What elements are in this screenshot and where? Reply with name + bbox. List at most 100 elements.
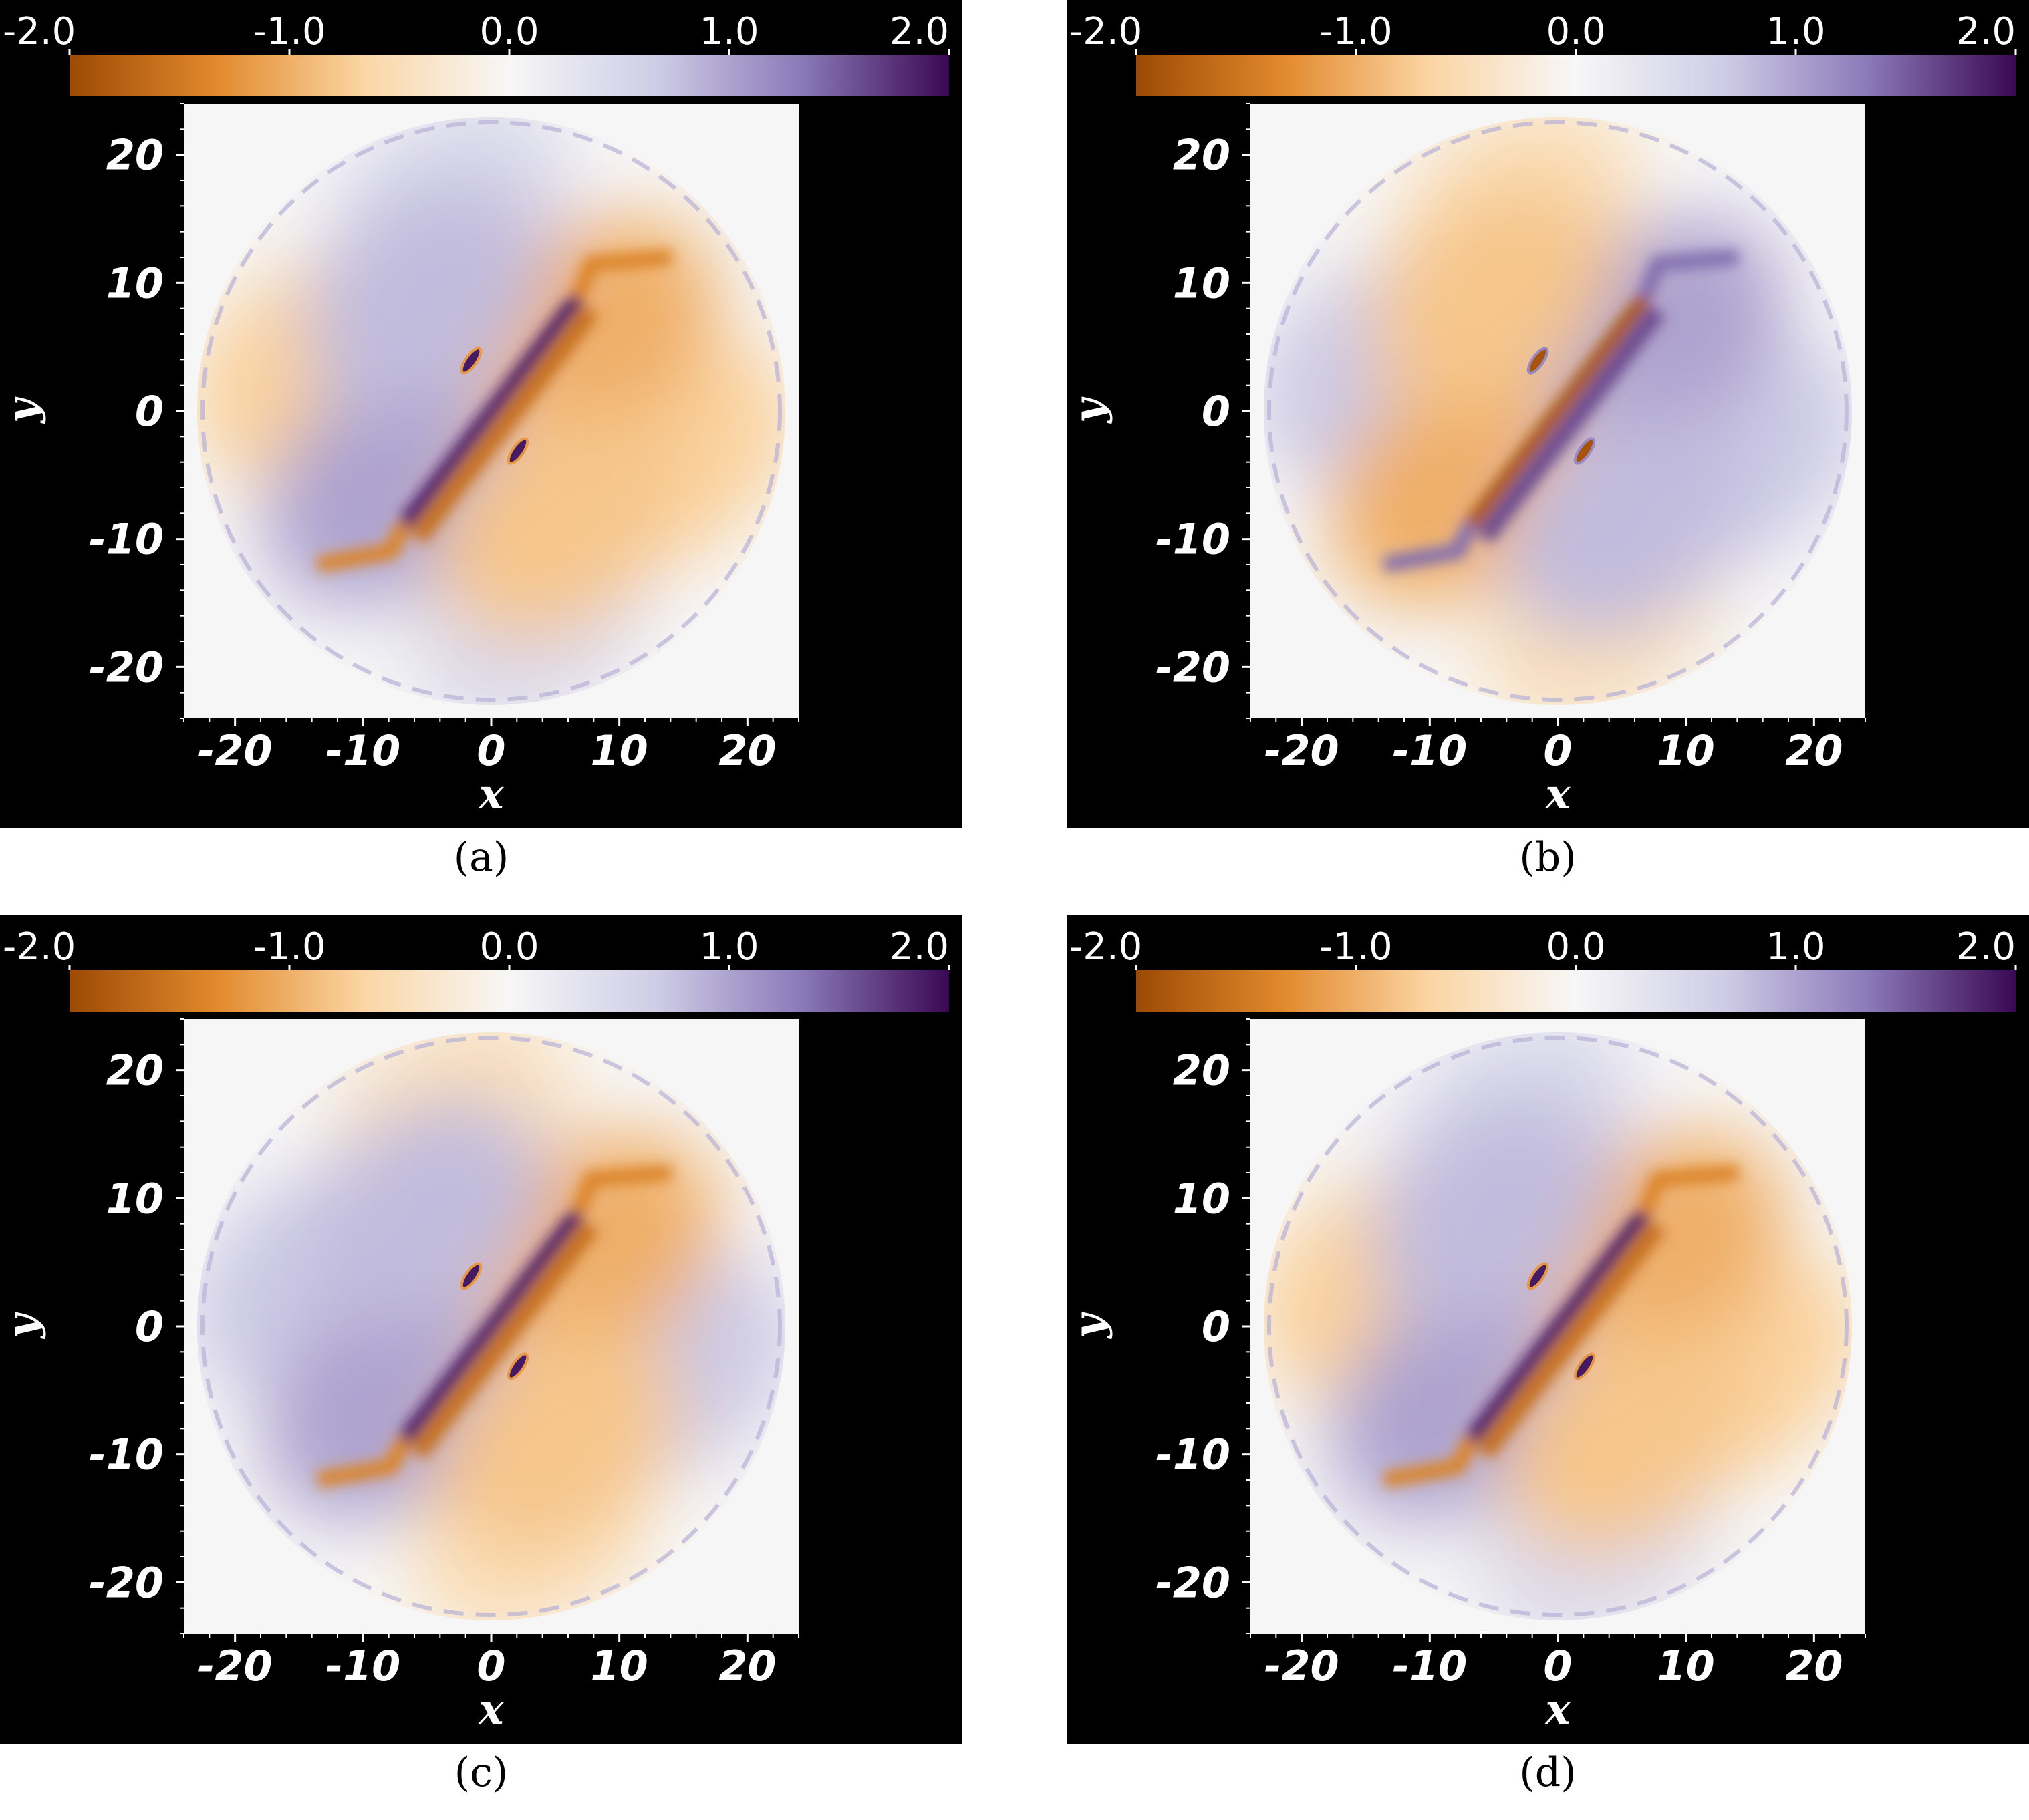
vortex-eye [460, 347, 483, 375]
shock-band [1382, 1436, 1478, 1488]
x-axis-label: x [1544, 1685, 1571, 1734]
y-tick-label: -10 [1156, 515, 1230, 564]
panel-c: -2.0 -1.0 0.0 1.0 2.0 -20 -10 0 10 20 20 10 0 -10 -20 x… [0, 915, 962, 1820]
x-tick-label: -10 [325, 1642, 400, 1690]
shock-band [1476, 305, 1666, 544]
x-tick-label: 0 [1543, 1642, 1572, 1690]
panel-b: -2.0 -1.0 0.0 1.0 2.0 -20 -10 0 10 20 20 10 0 -10 -20 x… [1067, 0, 2029, 905]
field-pattern [197, 117, 785, 705]
y-axis-label: y [1067, 396, 1113, 424]
y-tick-label: -10 [89, 1430, 164, 1479]
colorbar-tick-label: -1.0 [1319, 10, 1392, 53]
y-tick-label: 10 [106, 1174, 164, 1223]
y-tick-label: -20 [1156, 643, 1230, 692]
y-tick-label: 0 [1202, 1302, 1230, 1351]
shock-band [398, 293, 584, 529]
panel-a: -2.0 -1.0 0.0 1.0 2.0 -20 -10 0 10 20 20 10 0 -10 -20 x… [0, 0, 962, 905]
colorbar-tick-label: -1.0 [1319, 925, 1392, 969]
x-tick-label: 0 [1543, 726, 1572, 775]
panel-b-plot: -2.0 -1.0 0.0 1.0 2.0 -20 -10 0 10 20 20 10 0 -10 -20 x… [1067, 0, 2029, 828]
y-tick-label: 20 [106, 1046, 164, 1095]
field-pattern [1264, 1032, 1852, 1620]
x-tick-label: 10 [591, 726, 648, 775]
field-lobe [303, 1097, 546, 1328]
y-tick-label: 0 [1202, 387, 1230, 436]
outer-ring [1267, 1036, 1849, 1617]
y-tick-label: 10 [1173, 259, 1230, 307]
field-pattern [1264, 117, 1852, 705]
shock-band [315, 520, 412, 573]
colorbar [70, 55, 949, 96]
x-tick-label: -20 [198, 726, 273, 775]
field-lobe [436, 1324, 680, 1555]
y-tick-label: -20 [89, 1558, 164, 1607]
panel-b-caption: (b) [1519, 834, 1577, 881]
colorbar-tick-label: 2.0 [890, 10, 949, 53]
shock-band [410, 305, 599, 544]
y-axis-label: y [0, 1312, 47, 1340]
colorbar-tick-label: 2.0 [1956, 925, 2016, 969]
y-tick-label: -20 [89, 643, 164, 692]
y-tick-label: 20 [1173, 1046, 1230, 1095]
vortex-eye [1573, 437, 1596, 465]
shock-band [1382, 520, 1478, 573]
panel-d-caption: (d) [1519, 1749, 1577, 1796]
vortex-eye [1573, 1352, 1596, 1380]
y-tick-label: 0 [135, 1302, 164, 1351]
x-tick-label: -20 [1264, 1642, 1339, 1690]
y-tick-label: 20 [1173, 131, 1230, 180]
panel-c-plot: -2.0 -1.0 0.0 1.0 2.0 -20 -10 0 10 20 20 10 0 -10 -20 x… [0, 915, 962, 1744]
x-tick-label: -10 [1392, 1642, 1467, 1690]
x-tick-label: 20 [718, 1642, 776, 1690]
shock-band [398, 1208, 584, 1445]
field-lobe [1369, 182, 1613, 413]
y-axis-label: y [1067, 1312, 1113, 1340]
x-tick-label: 10 [1657, 726, 1715, 775]
shock-band [1637, 249, 1739, 301]
colorbar-tick-label: 1.0 [699, 925, 759, 969]
y-tick-label: -10 [89, 515, 164, 564]
vortex-eye [1526, 1262, 1549, 1290]
field-lobe [1369, 1097, 1613, 1328]
x-tick-label: 10 [1657, 1642, 1715, 1690]
colorbar-tick-label: 0.0 [1546, 925, 1605, 969]
x-tick-label: 20 [1785, 1642, 1843, 1690]
field-lobe [1503, 409, 1746, 640]
shock-band [570, 249, 672, 301]
colorbar-tick-label: -2.0 [3, 925, 76, 969]
colorbar-tick-label: 2.0 [890, 925, 949, 969]
y-axis-label: y [0, 396, 47, 424]
panel-a-caption: (a) [453, 834, 509, 881]
field-lobe [436, 409, 680, 640]
colorbar-tick-label: -2.0 [1069, 10, 1142, 53]
colorbar-tick-label: 1.0 [1766, 925, 1825, 969]
x-tick-label: 0 [477, 1642, 505, 1690]
colorbar-tick-label: 0.0 [479, 925, 539, 969]
y-tick-label: 10 [1173, 1174, 1230, 1223]
field-lobe [303, 182, 546, 413]
colorbar-tick-label: -2.0 [1069, 925, 1142, 969]
y-tick-label: 20 [106, 131, 164, 180]
vortex-eye [507, 1352, 529, 1380]
x-tick-label: -20 [198, 1642, 273, 1690]
x-tick-label: -10 [325, 726, 400, 775]
x-axis-label: x [478, 1685, 505, 1734]
panel-d-plot: -2.0 -1.0 0.0 1.0 2.0 -20 -10 0 10 20 20 10 0 -10 -20 x… [1067, 915, 2029, 1744]
colorbar-tick-label: 0.0 [479, 10, 539, 53]
outer-ring [200, 1036, 782, 1617]
shock-band [570, 1165, 672, 1216]
y-tick-label: -20 [1156, 1558, 1230, 1607]
colorbar [1136, 970, 2016, 1012]
y-tick-label: -10 [1156, 1430, 1230, 1479]
colorbar-tick-label: -2.0 [3, 10, 76, 53]
y-tick-label: 10 [106, 259, 164, 307]
y-tick-label: 0 [135, 387, 164, 436]
vortex-eye [460, 1262, 483, 1290]
vortex-eye [507, 437, 529, 465]
colorbar-tick-label: 2.0 [1956, 10, 2016, 53]
outer-ring [200, 120, 782, 702]
shock-band [1465, 1208, 1651, 1445]
shock-band [315, 1436, 412, 1488]
x-tick-label: 0 [477, 726, 505, 775]
x-tick-label: 10 [591, 1642, 648, 1690]
